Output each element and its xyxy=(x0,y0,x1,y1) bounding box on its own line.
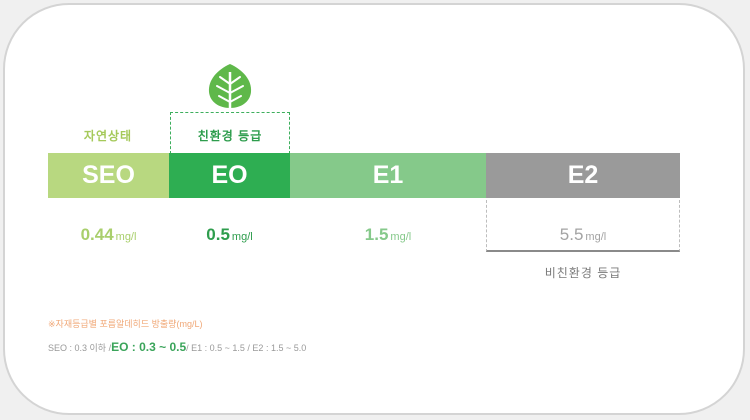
note-line: SEO : 0.3 이하 / EO : 0.3 ~ 0.5 / E1 : 0.5… xyxy=(48,340,306,354)
eco-grade-bracket xyxy=(170,112,290,154)
natural-state-label: 자연상태 xyxy=(83,129,133,143)
value-seo: 0.44 mg/l xyxy=(48,225,169,245)
value-eo: 0.5 mg/l xyxy=(169,225,290,245)
eco-grade-label: 친환경 등급 xyxy=(197,129,263,143)
note-line-highlight: EO : 0.3 ~ 0.5 xyxy=(111,340,187,354)
grade-bar-e2: E2 xyxy=(486,153,680,198)
value-eo-unit: mg/l xyxy=(231,231,253,243)
grade-bar-eo: EO xyxy=(169,153,290,198)
value-e2-number: 5.5 xyxy=(559,225,584,244)
value-e1-number: 1.5 xyxy=(364,225,389,244)
note-line-pre: SEO : 0.3 이하 / xyxy=(48,343,112,353)
value-seo-number: 0.44 xyxy=(80,225,114,244)
value-seo-unit: mg/l xyxy=(115,231,137,243)
non-eco-grade-label: 비친환경 등급 xyxy=(544,266,622,280)
grade-bar-seo: SEO xyxy=(48,153,169,198)
grade-bar-e1: E1 xyxy=(290,153,486,198)
value-e2: 5.5 mg/l xyxy=(486,225,680,245)
value-e1-unit: mg/l xyxy=(390,231,412,243)
value-e1: 1.5 mg/l xyxy=(290,225,486,245)
value-e2-unit: mg/l xyxy=(585,231,607,243)
value-eo-number: 0.5 xyxy=(206,225,230,244)
non-eco-grade-bracket xyxy=(486,200,680,252)
note-title: ※자재등급별 포름알데히드 방출량(mg/L) xyxy=(48,319,203,329)
note-line-post: / E1 : 0.5 ~ 1.5 / E2 : 1.5 ~ 5.0 xyxy=(186,343,307,353)
info-card xyxy=(3,3,745,415)
leaf-icon xyxy=(208,64,252,115)
